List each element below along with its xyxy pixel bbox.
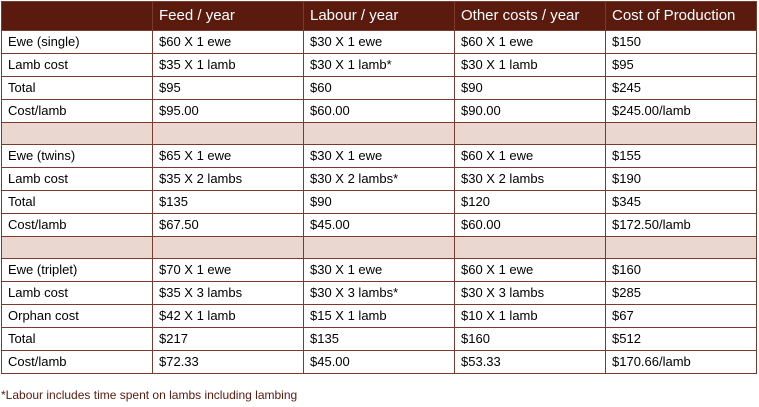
group-separator-row <box>1 122 757 145</box>
row-label: Lamb cost <box>1 167 153 191</box>
table-row: Total $135 $90 $120 $345 <box>1 190 757 214</box>
cost-of-production-cell: $170.66/lamb <box>605 350 757 374</box>
other-costs-cell: $60.00 <box>454 213 606 237</box>
table-row: Total $95 $60 $90 $245 <box>1 76 757 100</box>
row-label: Total <box>1 190 153 214</box>
other-costs-cell: $60 X 1 ewe <box>454 144 606 168</box>
separator-cell <box>303 122 455 145</box>
cost-of-production-cell: $95 <box>605 53 757 77</box>
feed-cell: $65 X 1 ewe <box>152 144 304 168</box>
feed-cell: $95.00 <box>152 99 304 123</box>
row-label: Ewe (triplet) <box>1 258 153 282</box>
labour-cell: $15 X 1 lamb <box>303 304 455 328</box>
separator-cell <box>454 122 606 145</box>
other-costs-cell: $10 X 1 lamb <box>454 304 606 328</box>
cost-of-production-cell: $345 <box>605 190 757 214</box>
cost-of-production-cell: $512 <box>605 327 757 351</box>
feed-cell: $67.50 <box>152 213 304 237</box>
cost-of-production-cell: $150 <box>605 30 757 54</box>
cost-of-production-table: Feed / year Labour / year Other costs / … <box>1 1 757 374</box>
other-costs-cell: $90 <box>454 76 606 100</box>
table-row: Orphan cost $42 X 1 lamb $15 X 1 lamb $1… <box>1 304 757 328</box>
row-label: Total <box>1 327 153 351</box>
other-costs-cell: $30 X 3 lambs <box>454 281 606 305</box>
cost-of-production-cell: $172.50/lamb <box>605 213 757 237</box>
table-row: Total $217 $135 $160 $512 <box>1 327 757 351</box>
header-cell-cost-of-production: Cost of Production <box>605 1 757 31</box>
feed-cell: $35 X 1 lamb <box>152 53 304 77</box>
other-costs-cell: $90.00 <box>454 99 606 123</box>
row-label: Lamb cost <box>1 281 153 305</box>
cost-of-production-cell: $190 <box>605 167 757 191</box>
table-row: Lamb cost $35 X 3 lambs $30 X 3 lambs* $… <box>1 281 757 305</box>
table-row: Lamb cost $35 X 2 lambs $30 X 2 lambs* $… <box>1 167 757 191</box>
header-cell-labour: Labour / year <box>303 1 455 31</box>
labour-cell: $30 X 1 ewe <box>303 258 455 282</box>
cost-of-production-cell: $245.00/lamb <box>605 99 757 123</box>
header-row: Feed / year Labour / year Other costs / … <box>1 1 757 31</box>
row-label: Ewe (single) <box>1 30 153 54</box>
row-label: Orphan cost <box>1 304 153 328</box>
other-costs-cell: $60 X 1 ewe <box>454 258 606 282</box>
row-label: Cost/lamb <box>1 99 153 123</box>
cost-of-production-cell: $67 <box>605 304 757 328</box>
feed-cell: $35 X 3 lambs <box>152 281 304 305</box>
table-row: Cost/lamb $67.50 $45.00 $60.00 $172.50/l… <box>1 213 757 237</box>
cost-of-production-cell: $245 <box>605 76 757 100</box>
feed-cell: $135 <box>152 190 304 214</box>
labour-cell: $30 X 1 lamb* <box>303 53 455 77</box>
feed-cell: $217 <box>152 327 304 351</box>
cost-of-production-cell: $160 <box>605 258 757 282</box>
separator-cell <box>454 236 606 259</box>
labour-footnote: *Labour includes time spent on lambs inc… <box>1 388 298 402</box>
feed-cell: $60 X 1 ewe <box>152 30 304 54</box>
feed-cell: $72.33 <box>152 350 304 374</box>
labour-cell: $30 X 1 ewe <box>303 30 455 54</box>
labour-cell: $30 X 1 ewe <box>303 144 455 168</box>
separator-cell <box>1 236 153 259</box>
row-label: Cost/lamb <box>1 350 153 374</box>
header-cell-feed: Feed / year <box>152 1 304 31</box>
separator-cell <box>303 236 455 259</box>
separator-cell <box>152 122 304 145</box>
labour-cell: $30 X 2 lambs* <box>303 167 455 191</box>
other-costs-cell: $30 X 2 lambs <box>454 167 606 191</box>
labour-cell: $45.00 <box>303 350 455 374</box>
table-row: Ewe (single) $60 X 1 ewe $30 X 1 ewe $60… <box>1 30 757 54</box>
group-separator-row <box>1 236 757 259</box>
separator-cell <box>605 236 757 259</box>
header-cell-other-costs: Other costs / year <box>454 1 606 31</box>
other-costs-cell: $120 <box>454 190 606 214</box>
cost-of-production-cell: $155 <box>605 144 757 168</box>
labour-cell: $30 X 3 lambs* <box>303 281 455 305</box>
table-row: Lamb cost $35 X 1 lamb $30 X 1 lamb* $30… <box>1 53 757 77</box>
table-row: Cost/lamb $95.00 $60.00 $90.00 $245.00/l… <box>1 99 757 123</box>
separator-cell <box>152 236 304 259</box>
other-costs-cell: $160 <box>454 327 606 351</box>
separator-cell <box>1 122 153 145</box>
row-label: Lamb cost <box>1 53 153 77</box>
row-label: Cost/lamb <box>1 213 153 237</box>
other-costs-cell: $53.33 <box>454 350 606 374</box>
table-row: Cost/lamb $72.33 $45.00 $53.33 $170.66/l… <box>1 350 757 374</box>
row-label: Total <box>1 76 153 100</box>
feed-cell: $95 <box>152 76 304 100</box>
table-row: Ewe (twins) $65 X 1 ewe $30 X 1 ewe $60 … <box>1 144 757 168</box>
labour-cell: $60 <box>303 76 455 100</box>
labour-cell: $135 <box>303 327 455 351</box>
feed-cell: $70 X 1 ewe <box>152 258 304 282</box>
labour-cell: $45.00 <box>303 213 455 237</box>
feed-cell: $42 X 1 lamb <box>152 304 304 328</box>
labour-cell: $90 <box>303 190 455 214</box>
other-costs-cell: $60 X 1 ewe <box>454 30 606 54</box>
other-costs-cell: $30 X 1 lamb <box>454 53 606 77</box>
table-row: Ewe (triplet) $70 X 1 ewe $30 X 1 ewe $6… <box>1 258 757 282</box>
feed-cell: $35 X 2 lambs <box>152 167 304 191</box>
row-label: Ewe (twins) <box>1 144 153 168</box>
labour-cell: $60.00 <box>303 99 455 123</box>
cost-of-production-cell: $285 <box>605 281 757 305</box>
separator-cell <box>605 122 757 145</box>
header-cell-blank <box>1 1 153 31</box>
